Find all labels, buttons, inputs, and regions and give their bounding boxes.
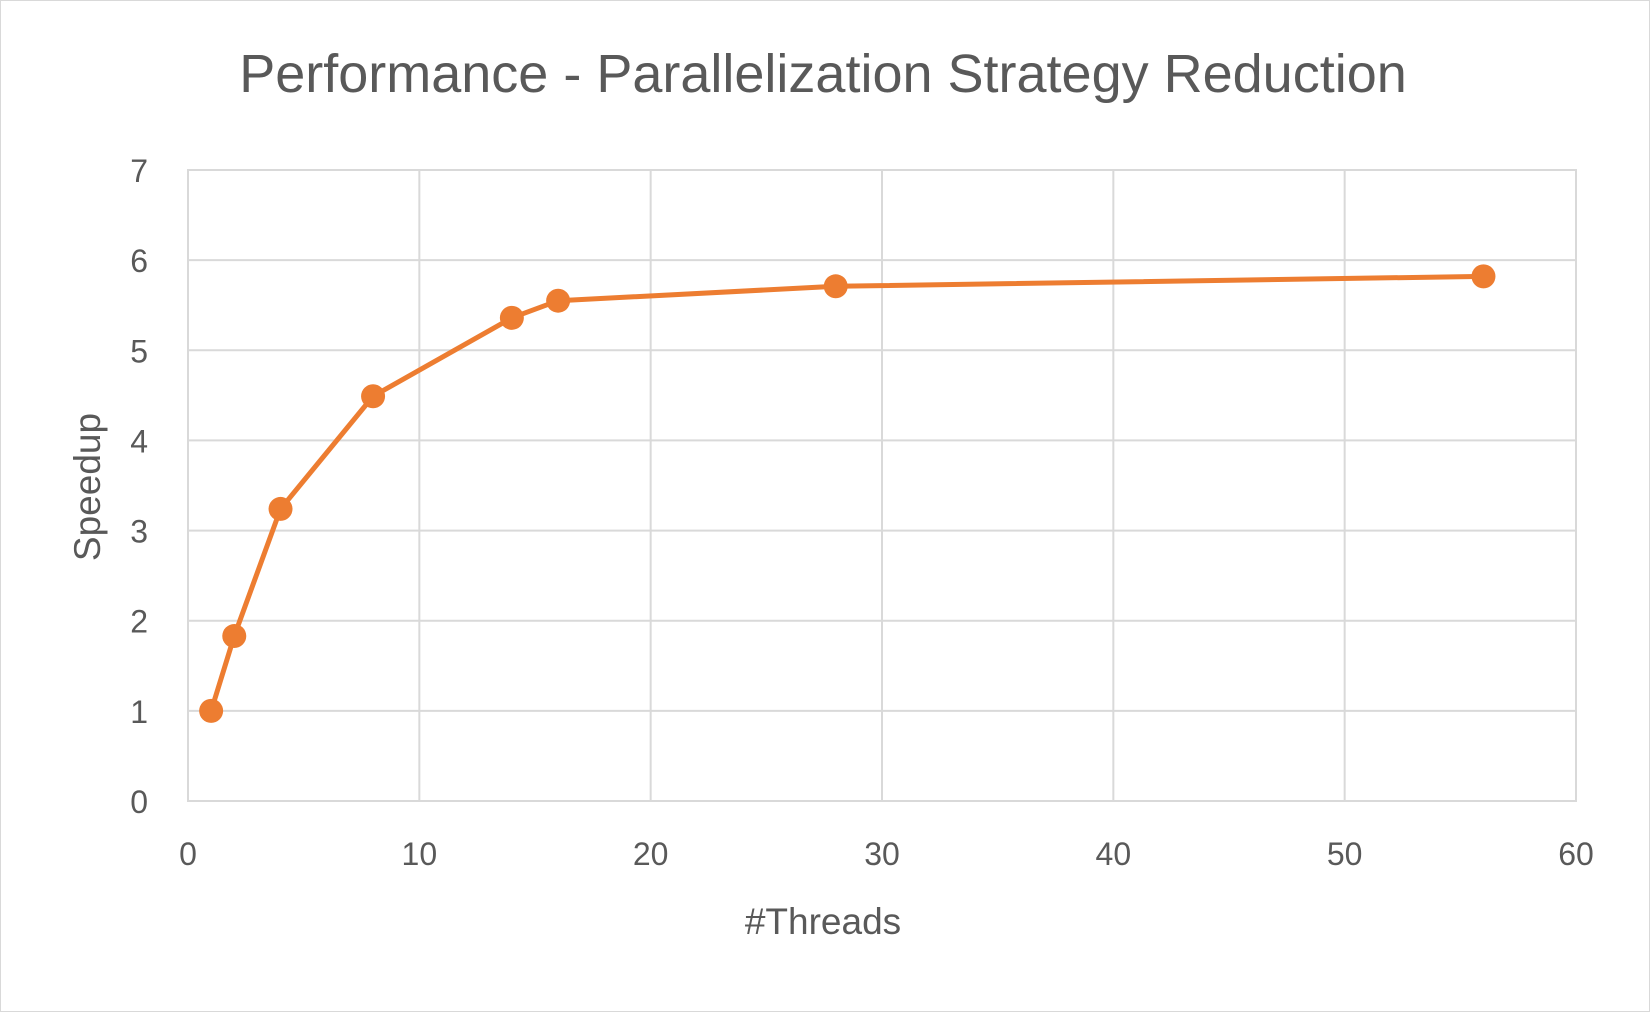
chart-title: Performance - Parallelization Strategy R…	[239, 44, 1407, 104]
y-tick-label: 6	[130, 243, 148, 279]
x-tick-label: 60	[1558, 836, 1594, 872]
x-tick-label: 10	[402, 836, 438, 872]
series-group	[199, 264, 1496, 723]
y-axis-ticks: 0 1 2 3 4 5 6 7	[130, 153, 148, 820]
data-point	[222, 624, 247, 649]
x-tick-label: 0	[179, 836, 197, 872]
y-axis-title: Speedup	[67, 413, 108, 561]
y-tick-label: 7	[130, 153, 148, 189]
x-axis-ticks: 0 10 20 30 40 50 60	[179, 836, 1594, 872]
x-tick-label: 40	[1096, 836, 1132, 872]
y-tick-label: 0	[130, 784, 148, 820]
data-point	[499, 305, 524, 330]
x-tick-label: 20	[633, 836, 669, 872]
y-tick-label: 2	[130, 604, 148, 640]
gridlines	[187, 169, 1577, 802]
y-tick-label: 4	[130, 423, 148, 459]
data-point	[199, 698, 224, 723]
series-line	[208, 273, 1486, 714]
data-point	[823, 274, 848, 299]
x-axis-title: #Threads	[745, 901, 901, 942]
y-tick-label: 1	[130, 694, 148, 730]
x-tick-label: 50	[1327, 836, 1363, 872]
plot-area	[187, 169, 1577, 802]
data-point	[361, 384, 386, 409]
data-point	[1471, 264, 1496, 289]
data-point	[268, 496, 293, 521]
y-tick-label: 5	[130, 333, 148, 369]
y-tick-label: 3	[130, 514, 148, 550]
data-point	[546, 288, 571, 313]
x-tick-label: 30	[864, 836, 900, 872]
